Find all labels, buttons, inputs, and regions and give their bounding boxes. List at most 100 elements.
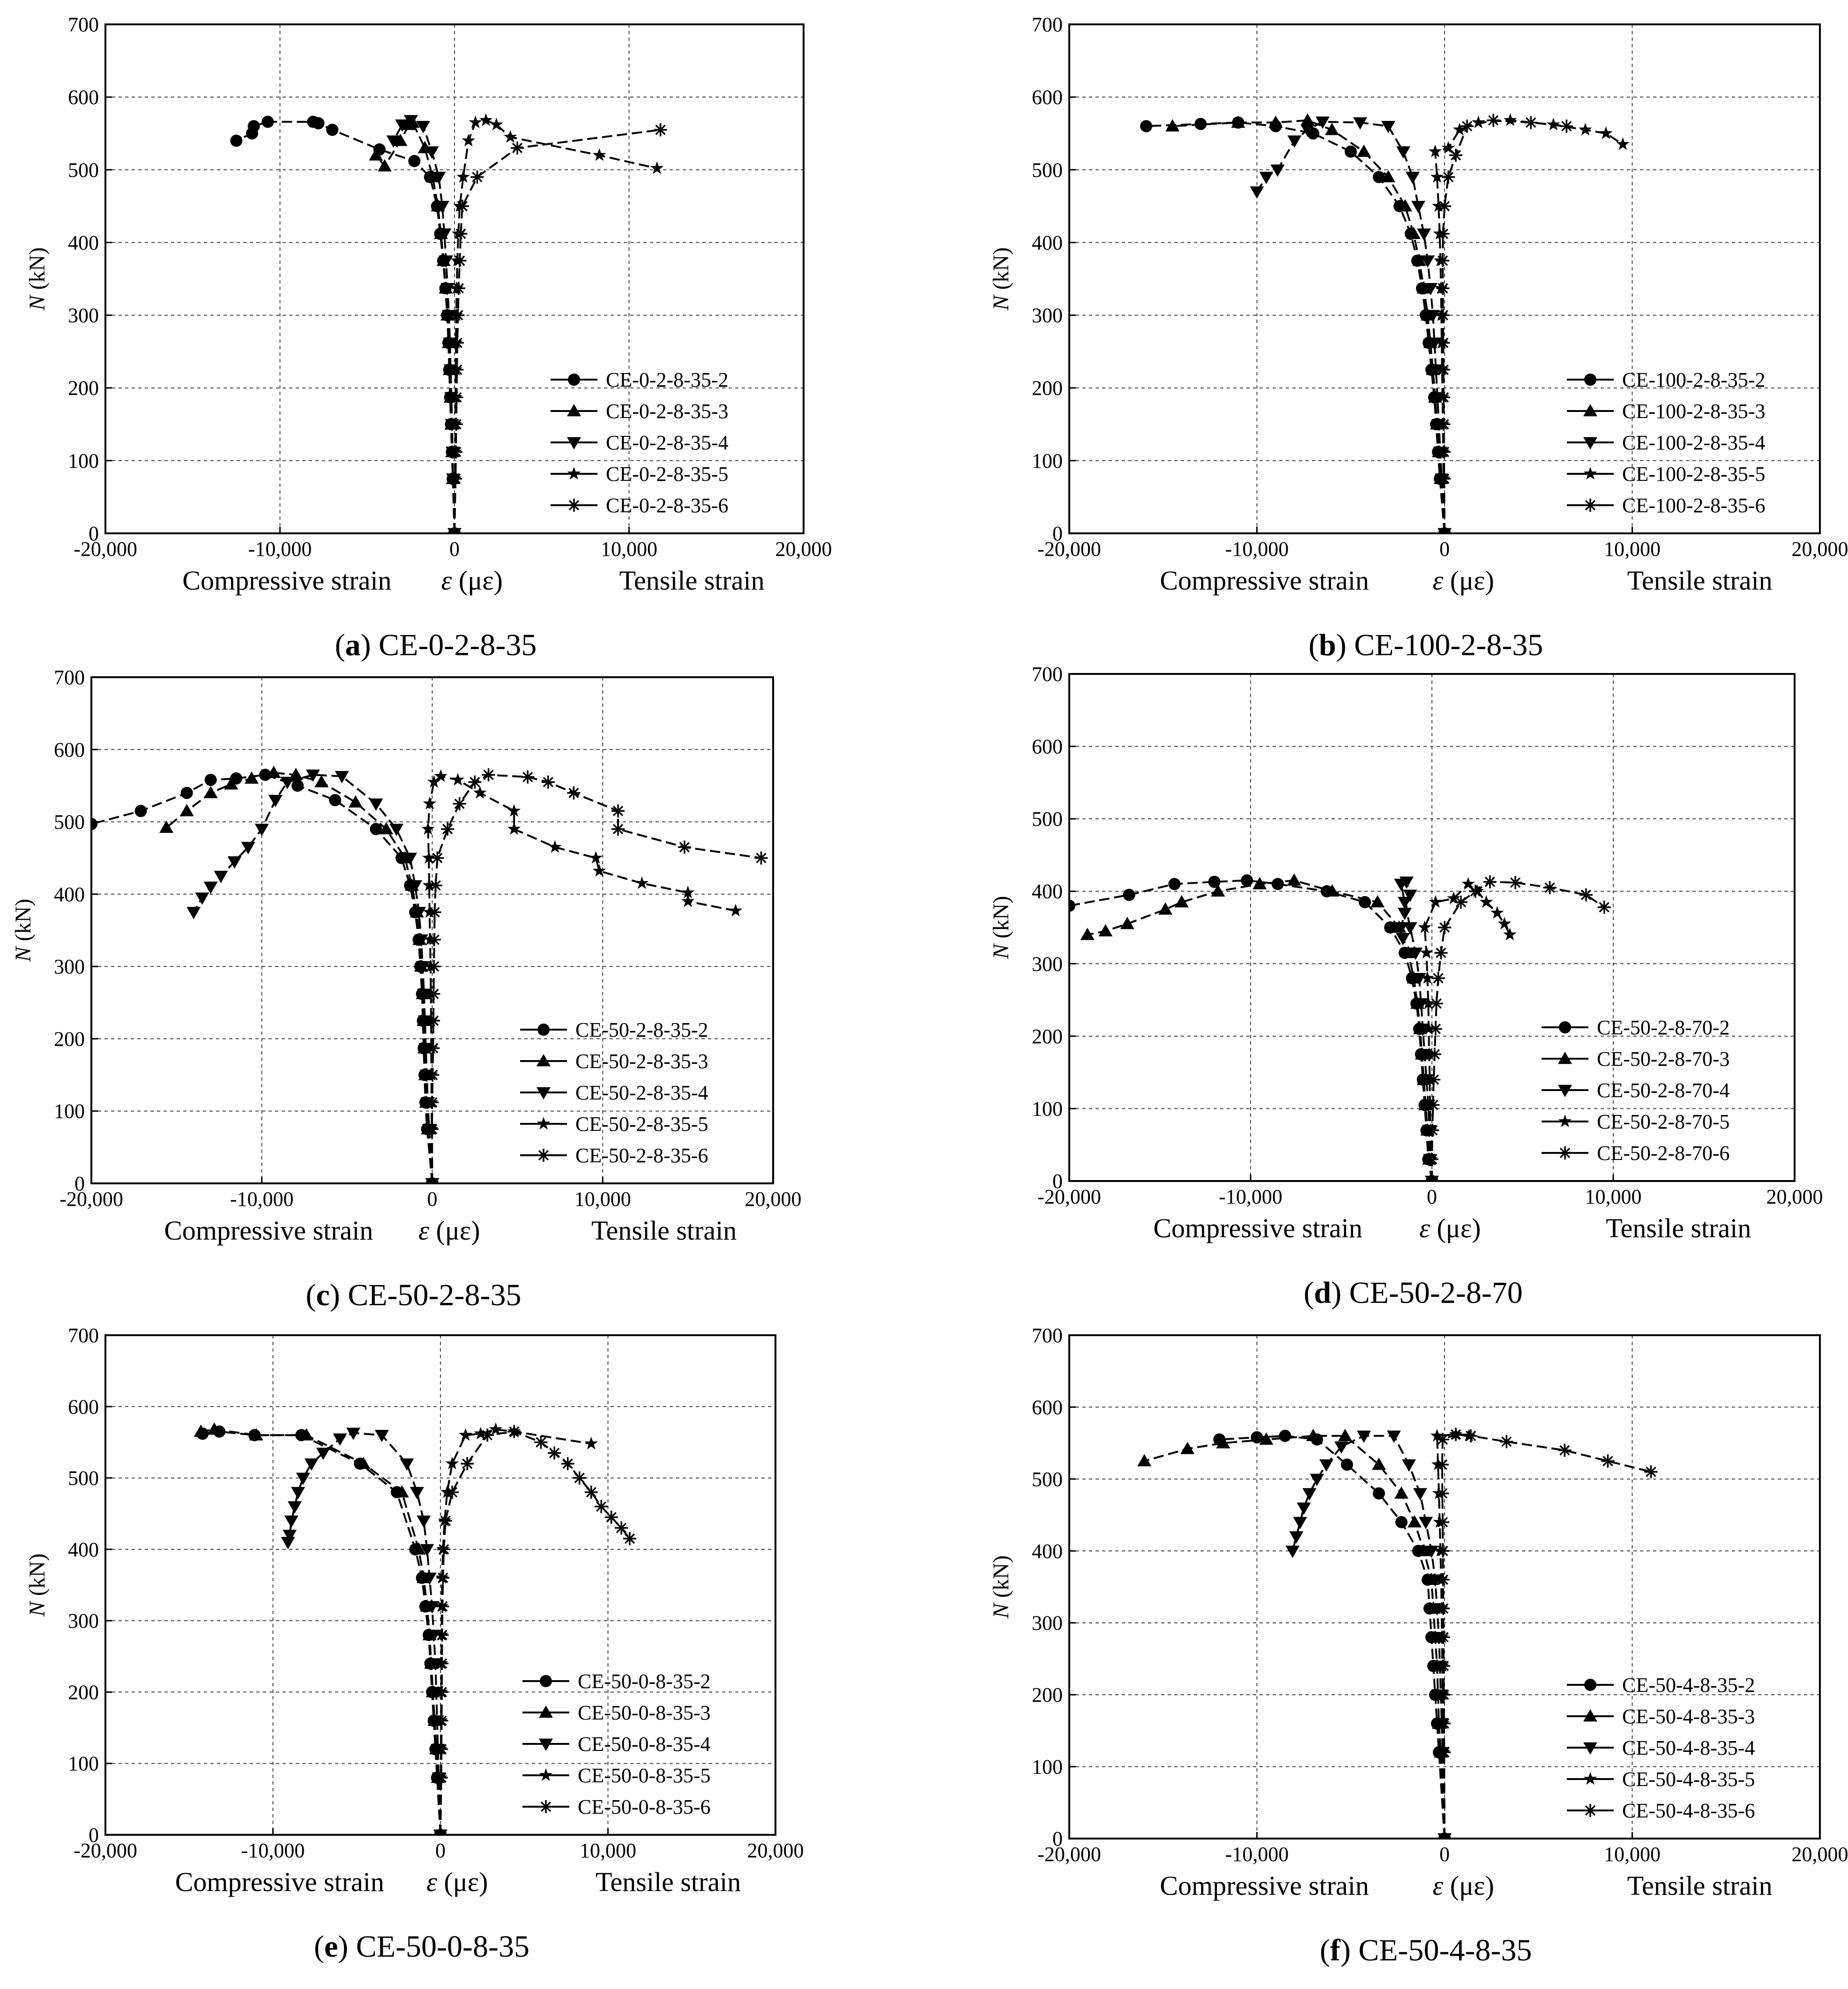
tensile-strain-label: Tensile strain xyxy=(596,1867,741,1897)
x-tick-label: 10,000 xyxy=(1604,1843,1661,1866)
series-5 xyxy=(1425,875,1611,1181)
data-point xyxy=(435,201,449,213)
data-point xyxy=(1241,874,1253,887)
data-point xyxy=(1165,119,1180,132)
legend-label: CE-50-0-8-35-3 xyxy=(578,1701,711,1724)
data-point xyxy=(1272,878,1284,890)
y-tick-label: 500 xyxy=(1032,808,1063,830)
legend-marker xyxy=(568,374,580,386)
y-tick-label: 200 xyxy=(68,1681,99,1704)
compressive-strain-label: Compressive strain xyxy=(1153,1213,1362,1243)
data-point xyxy=(461,1457,474,1471)
data-point xyxy=(335,771,349,784)
legend: CE-100-2-8-35-2 CE-100-2-8-35-3 CE-100-2-8… xyxy=(1567,368,1766,517)
data-point xyxy=(1401,1459,1416,1472)
series-line xyxy=(193,774,433,1183)
data-point xyxy=(1338,1428,1352,1442)
data-point xyxy=(1436,227,1450,240)
legend: CE-50-2-8-70-2 CE-50-2-8-70-3 CE-50-2-8-70… xyxy=(1542,1016,1730,1165)
data-point xyxy=(1270,165,1285,177)
legend-marker xyxy=(567,467,581,480)
series-5 xyxy=(425,768,768,1183)
x-axis-label: ε (με) xyxy=(1432,1870,1494,1901)
x-tick-label: -10,000 xyxy=(241,1839,305,1862)
data-point xyxy=(1429,1022,1442,1036)
data-point xyxy=(1420,255,1435,268)
data-point xyxy=(1438,472,1451,486)
data-point xyxy=(348,795,363,808)
data-point xyxy=(1427,1073,1440,1086)
x-axis-label: ε (με) xyxy=(1432,565,1494,596)
series-line xyxy=(1256,120,1446,533)
data-point xyxy=(417,1515,431,1528)
data-point xyxy=(1471,115,1485,128)
data-point xyxy=(439,1514,452,1527)
legend-label: CE-0-2-8-35-5 xyxy=(606,463,729,486)
data-point xyxy=(370,823,382,835)
x-tick-label: 10,000 xyxy=(580,1839,636,1862)
data-point xyxy=(439,255,454,268)
legend-label: CE-50-2-8-35-4 xyxy=(575,1081,708,1104)
data-point xyxy=(1428,1047,1441,1061)
x-tick-label: 10,000 xyxy=(574,1188,631,1211)
series-line xyxy=(1087,879,1433,1181)
x-tick-label: 0 xyxy=(427,1188,438,1211)
data-point xyxy=(490,118,503,131)
data-point xyxy=(1436,1433,1449,1446)
data-point xyxy=(432,172,446,184)
data-point xyxy=(1436,1487,1449,1500)
legend-item: CE-50-0-8-35-3 xyxy=(522,1701,711,1724)
y-tick-label: 0 xyxy=(1052,1170,1063,1193)
data-point xyxy=(1422,1022,1436,1035)
data-point xyxy=(754,851,768,865)
x-tick-label: 20,000 xyxy=(1792,538,1848,561)
legend-label: CE-50-2-8-35-2 xyxy=(575,1018,708,1041)
legend-label: CE-100-2-8-35-2 xyxy=(1622,368,1766,391)
data-point xyxy=(1356,1430,1371,1443)
legend-label: CE-50-2-8-35-6 xyxy=(575,1144,708,1167)
data-point xyxy=(1370,895,1385,908)
data-point xyxy=(435,1685,448,1699)
legend-marker xyxy=(540,1675,552,1687)
data-point xyxy=(427,775,441,788)
y-tick-label: 300 xyxy=(54,955,85,978)
chart-panel-4: -20,000 -10,000 0 10,000 20,000 0 100 200 300 400… xyxy=(989,663,1823,1310)
data-point xyxy=(1372,171,1385,183)
data-point xyxy=(1231,115,1245,128)
data-point xyxy=(435,1714,448,1727)
data-point xyxy=(283,1530,297,1542)
compressive-strain-label: Compressive strain xyxy=(175,1867,384,1897)
series-group xyxy=(1069,873,1611,1181)
legend-label: CE-50-2-8-70-6 xyxy=(1597,1142,1730,1165)
legend-marker xyxy=(1558,1052,1572,1064)
series-line xyxy=(1431,881,1605,1181)
data-point xyxy=(521,770,535,784)
series-line xyxy=(165,771,433,1183)
y-tick-label: 600 xyxy=(68,1395,99,1418)
series-1 xyxy=(1140,116,1451,533)
data-point xyxy=(1447,891,1461,905)
x-tick-label: -20,000 xyxy=(1037,1185,1101,1208)
legend-item: CE-50-0-8-35-2 xyxy=(522,1670,711,1693)
data-point xyxy=(1394,922,1408,935)
data-point xyxy=(1430,170,1444,183)
data-point xyxy=(1487,113,1500,127)
data-point xyxy=(1216,1436,1230,1449)
panel-caption: (f) CE-50-4-8-35 xyxy=(1320,1933,1532,1967)
y-tick-label: 500 xyxy=(1032,158,1063,181)
series-2 xyxy=(1137,1428,1449,1839)
data-point xyxy=(1395,1516,1408,1528)
data-point xyxy=(1454,895,1468,909)
data-point xyxy=(244,771,259,784)
y-tick-label: 200 xyxy=(68,377,99,400)
series-group xyxy=(230,113,667,533)
y-tick-label: 200 xyxy=(1032,1025,1063,1048)
data-point xyxy=(435,1628,449,1642)
data-point xyxy=(1396,146,1410,159)
data-point xyxy=(306,770,320,782)
data-point xyxy=(214,871,228,883)
data-point xyxy=(470,170,484,184)
y-axis-label: N (kN) xyxy=(25,1554,50,1617)
y-tick-label: 600 xyxy=(68,86,99,109)
data-point xyxy=(395,1485,409,1498)
